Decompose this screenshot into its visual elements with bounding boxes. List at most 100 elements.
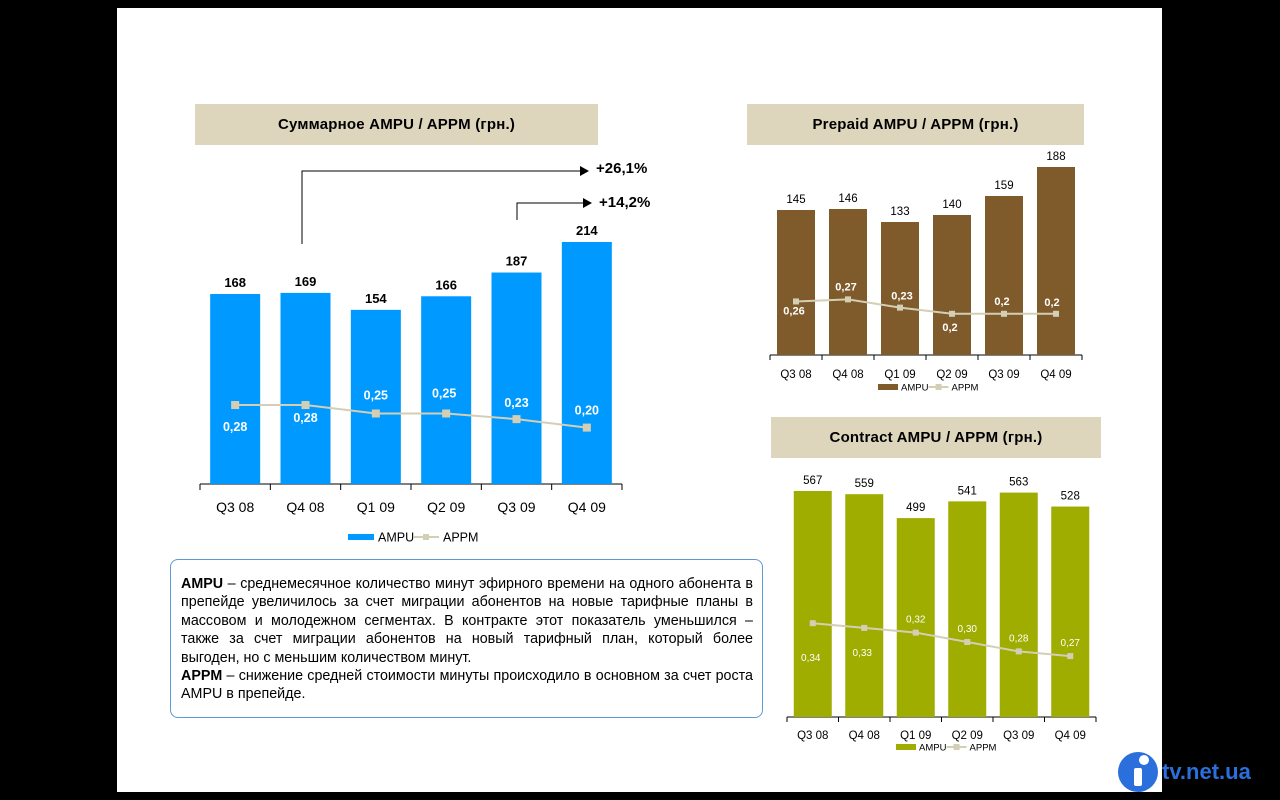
- total-legend-appm-label: APPM: [443, 530, 478, 544]
- contract-ampu-bar: [793, 491, 832, 717]
- contract-appm-line: [812, 622, 1071, 658]
- total-ampu-value-label: 168: [224, 275, 246, 290]
- note-appm-term: APPM: [181, 668, 223, 685]
- total-category-label: Q4 09: [568, 499, 606, 515]
- contract-appm-marker: [1067, 653, 1074, 660]
- contract-chart-title: Contract AMPU / APPM (грн.): [771, 417, 1101, 458]
- total-appm-marker: [512, 415, 521, 424]
- total-ampu-bar: [350, 309, 401, 484]
- growth-arrow-quarterly: [516, 202, 583, 220]
- total-ampu-bar: [210, 294, 261, 484]
- prepaid-category-label: Q3 09: [988, 369, 1019, 381]
- prepaid-appm-marker: [1001, 310, 1007, 317]
- contract-legend-ampu-label: AMPU: [919, 742, 947, 753]
- growth-arrowhead-quarterly: [583, 198, 592, 208]
- growth-label-yearly: +26,1%: [596, 160, 647, 177]
- prepaid-appm-value-label: 0,2: [1044, 297, 1059, 309]
- total-appm-value-label: 0,20: [575, 404, 599, 418]
- total-ampu-bar: [561, 242, 612, 484]
- prepaid-chart-title: Prepaid AMPU / APPM (грн.): [747, 104, 1084, 145]
- contract-appm-marker: [861, 624, 868, 631]
- total-chart: 168 Q3 08 169 Q4 08 154 Q1 09 166 Q2 09 187 Q3 09…: [199, 223, 623, 544]
- prepaid-ampu-value-label: 140: [942, 199, 961, 211]
- contract-appm-value-label: 0,27: [1061, 638, 1081, 649]
- contract-appm-marker: [912, 629, 919, 636]
- total-appm-marker: [582, 423, 591, 432]
- total-appm-marker: [371, 409, 380, 418]
- note-ampu-term: AMPU: [181, 576, 224, 592]
- contract-category-label: Q3 09: [1003, 730, 1034, 742]
- growth-arrowhead-yearly: [580, 166, 589, 176]
- prepaid-legend-appm-label: APPM: [952, 382, 979, 393]
- total-appm-value-label: 0,25: [364, 389, 388, 403]
- total-ampu-value-label: 169: [295, 274, 317, 289]
- total-appm-value-label: 0,25: [432, 387, 456, 401]
- contract-ampu-bar: [999, 492, 1038, 717]
- total-ampu-value-label: 166: [435, 277, 457, 292]
- prepaid-ampu-bar: [777, 210, 815, 355]
- contract-legend-ampu-swatch: [896, 744, 916, 750]
- total-chart-title: Суммарное AMPU / APPM (грн.): [195, 104, 598, 145]
- prepaid-appm-value-label: 0,26: [783, 305, 804, 317]
- total-category-label: Q2 09: [427, 499, 465, 515]
- contract-appm-marker: [1015, 648, 1022, 655]
- logo-bar-icon: [1134, 768, 1142, 786]
- contract-ampu-bar: [896, 518, 935, 717]
- contract-category-label: Q2 09: [952, 730, 983, 742]
- prepaid-appm-value-label: 0,23: [891, 291, 912, 303]
- total-ampu-value-label: 187: [506, 254, 528, 269]
- contract-appm-value-label: 0,32: [906, 615, 926, 626]
- prepaid-legend-appm-marker: [935, 384, 942, 390]
- contract-category-label: Q1 09: [900, 730, 931, 742]
- total-appm-value-label: 0,28: [293, 411, 317, 425]
- contract-ampu-value-label: 567: [803, 475, 822, 487]
- prepaid-appm-value-label: 0,2: [942, 322, 957, 334]
- total-legend-ampu-label: AMPU: [378, 530, 414, 544]
- total-appm-marker: [442, 409, 451, 418]
- total-ampu-bar: [491, 272, 542, 484]
- prepaid-category-label: Q4 09: [1040, 369, 1071, 381]
- total-category-label: Q3 09: [497, 499, 535, 515]
- growth-label-quarterly: +14,2%: [599, 194, 650, 211]
- contract-legend-appm-marker: [953, 744, 960, 750]
- total-legend-appm-marker: [423, 534, 429, 540]
- prepaid-legend-ampu-swatch: [878, 384, 898, 390]
- prepaid-ampu-value-label: 146: [838, 193, 857, 205]
- prepaid-category-label: Q1 09: [884, 369, 915, 381]
- contract-appm-value-label: 0,34: [801, 653, 821, 664]
- prepaid-ampu-bar: [933, 215, 971, 355]
- prepaid-appm-value-label: 0,2: [994, 296, 1009, 308]
- prepaid-ampu-bar: [985, 196, 1023, 355]
- contract-chart: 567 Q3 08 559 Q4 08 499 Q1 09 541 Q2 09 563 Q3 09…: [786, 475, 1097, 753]
- total-category-label: Q4 08: [286, 499, 324, 515]
- contract-appm-marker: [964, 639, 971, 645]
- contract-appm-marker: [809, 620, 816, 627]
- prepaid-legend-ampu-label: AMPU: [901, 382, 929, 393]
- total-legend-ampu-swatch: [348, 534, 374, 540]
- total-appm-value-label: 0,23: [504, 396, 528, 410]
- prepaid-ampu-value-label: 188: [1046, 151, 1065, 163]
- contract-category-label: Q4 08: [849, 730, 880, 742]
- total-ampu-bar: [280, 292, 331, 484]
- prepaid-ampu-bar: [1037, 167, 1075, 355]
- logo-text: tv.net.ua: [1162, 759, 1252, 784]
- prepaid-appm-marker: [793, 298, 799, 305]
- prepaid-appm-marker: [897, 304, 903, 311]
- prepaid-category-label: Q4 08: [832, 369, 863, 381]
- contract-ampu-bar: [845, 494, 884, 717]
- explanation-note: AMPU – среднемесячное количество минут э…: [170, 559, 763, 718]
- contract-ampu-value-label: 528: [1061, 491, 1080, 503]
- contract-appm-value-label: 0,28: [1009, 633, 1029, 644]
- total-ampu-bar: [421, 296, 472, 484]
- total-appm-marker: [231, 401, 240, 410]
- contract-ampu-value-label: 541: [958, 485, 977, 497]
- prepaid-appm-marker: [1053, 310, 1059, 317]
- contract-ampu-bar: [1051, 506, 1090, 717]
- note-appm-text: – снижение средней стоимости минуты прои…: [181, 668, 753, 703]
- total-appm-line: [235, 404, 587, 429]
- total-ampu-value-label: 154: [365, 291, 387, 306]
- contract-legend-appm-label: APPM: [970, 742, 997, 753]
- contract-category-label: Q3 08: [797, 730, 828, 742]
- total-appm-value-label: 0,28: [223, 420, 247, 434]
